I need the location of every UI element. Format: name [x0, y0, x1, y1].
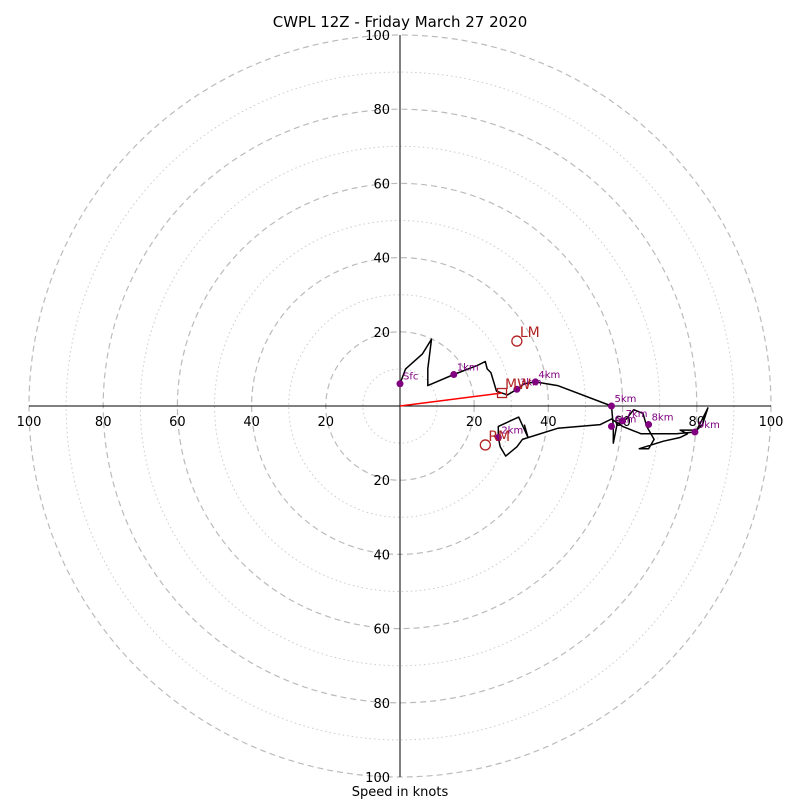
height-marker-6km	[607, 422, 615, 430]
x-tick-label: 20	[466, 415, 483, 430]
x-tick-label: 40	[243, 415, 260, 430]
x-tick-label: 40	[540, 415, 557, 430]
storm-motion-markers: LM RM MW	[479, 325, 540, 451]
chart-title: CWPL 12Z - Friday March 27 2020	[273, 13, 528, 31]
height-markers: Sfc1km2km3km4km5km6km7km8km9km	[396, 362, 720, 442]
x-tick-label: 60	[169, 415, 186, 430]
y-tick-label: 60	[373, 177, 390, 192]
storm-label-mw: MW	[505, 377, 531, 393]
height-label-4km: 4km	[538, 370, 560, 381]
height-label-8km: 8km	[652, 413, 674, 424]
storm-label-lm: LM	[520, 325, 540, 341]
y-tick-label: 40	[373, 252, 390, 267]
x-tick-label: 100	[759, 415, 784, 430]
height-marker-1km	[450, 370, 458, 378]
height-label-1km: 1km	[457, 362, 479, 373]
height-label-7km: 7km	[626, 409, 648, 420]
shear-vector	[399, 392, 503, 407]
y-tick-label: 100	[365, 29, 390, 44]
height-marker-4km	[531, 378, 539, 386]
y-tick-label: 80	[373, 697, 390, 712]
storm-marker-mw	[496, 387, 508, 399]
height-marker-2km	[494, 434, 502, 442]
height-label-9km: 9km	[698, 420, 720, 431]
storm-label-rm: RM	[488, 429, 510, 445]
height-label-3km: 3km	[520, 377, 542, 388]
y-tick-label: 60	[373, 623, 390, 638]
y-tick-label: 100	[365, 771, 390, 786]
height-marker-5km	[607, 402, 615, 410]
x-axis-label: Speed in knots	[352, 785, 449, 800]
height-marker-3km	[513, 385, 521, 393]
hodograph-trace	[399, 338, 709, 457]
height-label-sfc: Sfc	[403, 372, 418, 383]
height-marker-8km	[645, 421, 653, 429]
hodograph-trace-layer	[399, 338, 709, 457]
shear-vector-layer	[399, 392, 503, 407]
height-label-2km: 2km	[501, 426, 523, 437]
height-marker-7km	[619, 417, 627, 425]
storm-marker-rm	[479, 439, 491, 451]
height-marker-sfc	[396, 380, 404, 388]
y-tick-label: 20	[373, 326, 390, 341]
height-marker-9km	[691, 428, 699, 436]
storm-marker-lm	[511, 335, 523, 347]
axis-tick-labels: 1008060402020406080100100806040202040608…	[17, 29, 784, 786]
x-tick-label: 100	[17, 415, 42, 430]
y-tick-label: 80	[373, 103, 390, 118]
x-tick-label: 80	[95, 415, 112, 430]
y-tick-label: 20	[373, 474, 390, 489]
y-tick-label: 40	[373, 548, 390, 563]
x-tick-label: 20	[318, 415, 335, 430]
height-label-5km: 5km	[614, 394, 636, 405]
